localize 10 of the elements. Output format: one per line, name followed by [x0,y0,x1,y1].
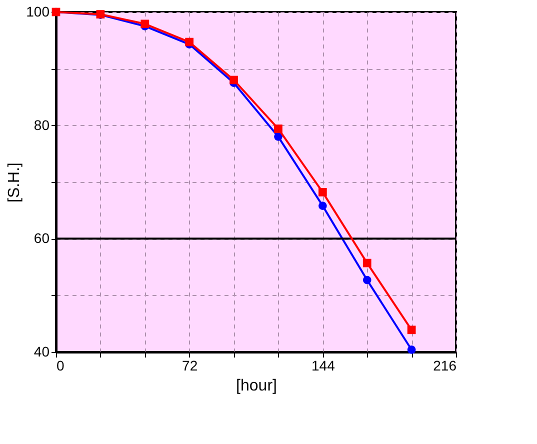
x-axis-title: [hour] [236,378,277,394]
x-tick-label: 0 [56,358,64,374]
y-tick-label: 40 [34,344,50,360]
x-tick-label: 144 [311,358,336,374]
x-tick-label: 72 [182,358,198,374]
y-tick-label: 100 [26,4,50,20]
y-tick-label: 60 [34,230,50,246]
y-tick-label: 80 [34,116,50,133]
y-axis-title: [S.H.] [6,162,24,203]
x-tick-label: 216 [433,358,457,374]
